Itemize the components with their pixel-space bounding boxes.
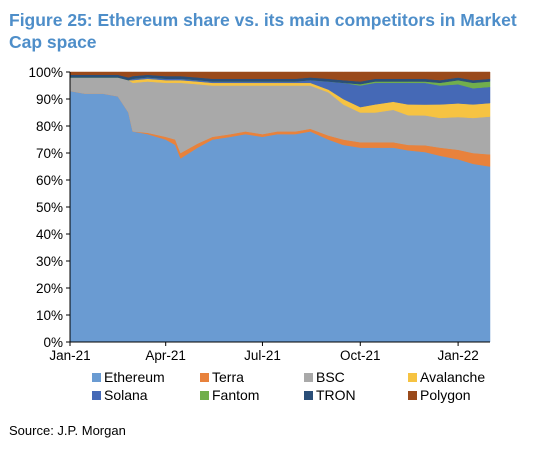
- legend-swatch-bsc: [304, 373, 313, 382]
- legend-label-tron: TRON: [316, 387, 356, 403]
- x-tick-label: Jan-21: [49, 348, 90, 363]
- y-tick-label: 0%: [43, 335, 63, 350]
- legend-swatch-fantom: [200, 391, 209, 400]
- legend-label-bsc: BSC: [316, 369, 345, 385]
- legend-swatch-terra: [200, 373, 209, 382]
- y-tick-label: 30%: [36, 254, 63, 269]
- legend-label-solana: Solana: [104, 387, 148, 403]
- y-tick-label: 10%: [36, 308, 63, 323]
- y-tick-label: 50%: [36, 200, 63, 215]
- area-polygon: [69, 71, 491, 82]
- y-tick-label: 20%: [36, 281, 63, 296]
- legend-label-ethereum: Ethereum: [104, 369, 165, 385]
- x-tick-label: Jul-21: [244, 348, 281, 363]
- legend-label-polygon: Polygon: [420, 387, 471, 403]
- y-tick-label: 100%: [28, 65, 63, 80]
- legend: Ethereum Terra BSC Avalanche Solana Fantom TRO…: [92, 369, 485, 403]
- legend-swatch-polygon: [408, 391, 417, 400]
- y-tick-label: 40%: [36, 227, 63, 242]
- legend-swatch-solana: [92, 391, 101, 400]
- legend-label-avalanche: Avalanche: [420, 369, 485, 385]
- x-tick-label: Oct-21: [340, 348, 381, 363]
- x-tick-label: Jan-22: [437, 348, 478, 363]
- y-tick-label: 60%: [36, 173, 63, 188]
- source-note: Source: J.P. Morgan: [9, 423, 126, 438]
- axes-group: 0% 10% 20% 30% 40% 50% 60% 70% 80% 90% 100% Jan-21 A…: [28, 65, 490, 363]
- y-tick-label: 80%: [36, 119, 63, 134]
- legend-swatch-tron: [304, 391, 313, 400]
- legend-label-fantom: Fantom: [212, 387, 259, 403]
- legend-swatch-avalanche: [408, 373, 417, 382]
- y-tick-label: 70%: [36, 146, 63, 161]
- area-series-group: [69, 71, 491, 343]
- legend-label-terra: Terra: [212, 369, 244, 385]
- x-tick-label: Apr-21: [145, 348, 186, 363]
- legend-swatch-ethereum: [92, 373, 101, 382]
- y-tick-label: 90%: [36, 92, 63, 107]
- figure-title: Figure 25: Ethereum share vs. its main c…: [9, 10, 517, 52]
